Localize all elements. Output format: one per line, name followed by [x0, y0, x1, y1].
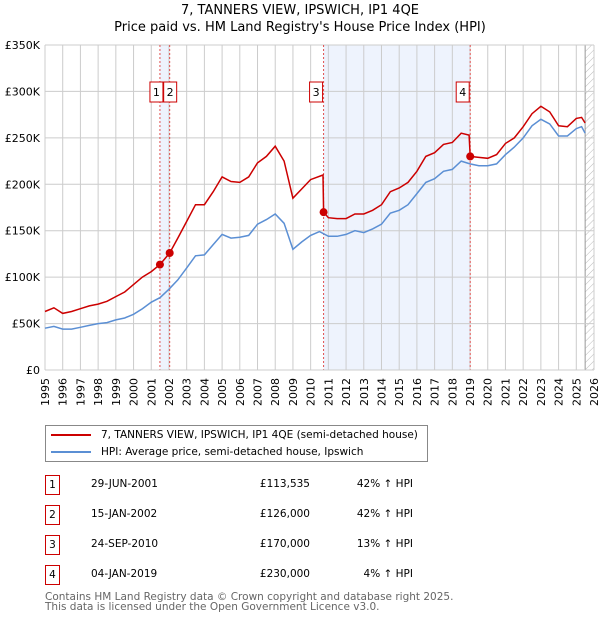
- y-tick-label: £200K: [5, 178, 41, 191]
- legend-item-property: 7, TANNERS VIEW, IPSWICH, IP1 4QE (semi-…: [51, 427, 418, 443]
- sale-label-box: [455, 81, 470, 103]
- x-tick-label: 2010: [305, 378, 318, 406]
- x-tick-label: 2000: [128, 378, 141, 406]
- chart-subtitle: Price paid vs. HM Land Registry's House …: [114, 20, 486, 35]
- x-tick-label: 2016: [411, 378, 424, 406]
- x-tick-label: 1996: [57, 378, 70, 406]
- x-tick-label: 2024: [553, 378, 566, 406]
- x-tick-label: 2017: [429, 378, 442, 406]
- legend-label-property: 7, TANNERS VIEW, IPSWICH, IP1 4QE (semi-…: [101, 429, 418, 441]
- shaded-range: [323, 45, 471, 370]
- x-tick-label: 2022: [517, 378, 530, 406]
- x-tick-label: 2008: [269, 378, 282, 406]
- sale-label: 2: [167, 86, 174, 99]
- sale-marker-label: 2: [45, 505, 60, 525]
- x-tick-label: 2018: [446, 378, 459, 406]
- future-hatch: [585, 45, 594, 370]
- footer: Contains HM Land Registry data © Crown c…: [45, 591, 454, 613]
- x-tick-label: 2013: [358, 378, 371, 406]
- legend: 7, TANNERS VIEW, IPSWICH, IP1 4QE (semi-…: [45, 425, 428, 462]
- x-tick-label: 2026: [588, 378, 600, 406]
- sale-label: 1: [153, 86, 160, 99]
- price-chart: 1995 1996 1997 1998 1999 2000 2001 2002 2003 2004…: [5, 39, 600, 406]
- sale-label-box: [163, 81, 178, 103]
- sale-price: £230,000: [259, 568, 310, 580]
- y-tick-label: £350K: [5, 39, 41, 52]
- sale-label: 4: [459, 86, 466, 99]
- footer-licence: This data is licensed under the Open Gov…: [45, 601, 380, 613]
- x-tick-label: 2021: [499, 378, 512, 406]
- x-tick-label: 2019: [464, 378, 477, 406]
- x-tick-label: 2025: [570, 378, 583, 406]
- x-tick-label: 1998: [92, 378, 105, 406]
- x-tick-label: 2011: [322, 378, 335, 406]
- x-tick-label: 2004: [198, 378, 211, 406]
- x-tick-label: 2005: [216, 378, 229, 406]
- legend-swatch-property: [51, 434, 91, 436]
- x-tick-label: 1995: [39, 378, 52, 406]
- sale-label-box: [149, 81, 164, 103]
- sale-label-box: [309, 81, 324, 103]
- x-tick-label: 2002: [163, 378, 176, 406]
- x-tick-label: 2020: [482, 378, 495, 406]
- chart-title: 7, TANNERS VIEW, IPSWICH, IP1 4QE: [180, 3, 420, 18]
- legend-item-hpi: HPI: Average price, semi-detached house,…: [51, 444, 363, 460]
- sale-date: 24-SEP-2010: [91, 538, 159, 550]
- sale-date: 04-JAN-2019: [91, 568, 158, 580]
- sale-hpi-diff: 42% ↑ HPI: [356, 508, 413, 520]
- sale-date: 29-JUN-2001: [91, 478, 158, 490]
- sale-marker-label: 4: [45, 565, 60, 585]
- x-tick-label: 2014: [375, 378, 388, 406]
- y-tick-label: £150K: [5, 225, 41, 238]
- sale-point: [165, 249, 174, 257]
- y-tick-label: £300K: [5, 85, 41, 98]
- y-tick-label: £250K: [5, 132, 41, 145]
- y-tick-label: £0: [26, 364, 40, 377]
- x-tick-label: 2023: [535, 378, 548, 406]
- sale-date: 15-JAN-2002: [91, 508, 158, 520]
- sale-point: [466, 152, 475, 161]
- legend-label-hpi: HPI: Average price, semi-detached house,…: [101, 446, 364, 458]
- sale-hpi-diff: 42% ↑ HPI: [356, 478, 413, 490]
- sale-point: [155, 260, 164, 269]
- x-tick-label: 2015: [393, 378, 406, 406]
- x-tick-label: 1999: [110, 378, 123, 406]
- footer-copyright: Contains HM Land Registry data © Crown c…: [45, 591, 454, 603]
- sale-price: £170,000: [259, 538, 310, 550]
- x-tick-label: 2006: [234, 378, 247, 406]
- sale-label: 3: [313, 86, 320, 99]
- x-tick-label: 2001: [145, 378, 158, 406]
- sale-point: [319, 208, 328, 217]
- sale-marker-label: 3: [45, 535, 60, 555]
- sale-price: £113,535: [259, 478, 310, 490]
- x-tick-label: 1997: [74, 378, 87, 406]
- x-tick-label: 2009: [287, 378, 300, 406]
- sale-hpi-diff: 4% ↑ HPI: [363, 568, 413, 580]
- shaded-range: [159, 45, 170, 370]
- legend-swatch-hpi: [51, 451, 91, 453]
- hpi-line: [44, 118, 586, 330]
- y-tick-label: £100K: [5, 271, 41, 284]
- sale-marker-label: 1: [45, 475, 60, 495]
- x-tick-label: 2003: [181, 378, 194, 406]
- sale-hpi-diff: 13% ↑ HPI: [356, 538, 413, 550]
- sale-price: £126,000: [259, 508, 310, 520]
- y-tick-label: £50K: [12, 318, 41, 331]
- x-tick-label: 2012: [340, 378, 353, 406]
- x-tick-label: 2007: [252, 378, 265, 406]
